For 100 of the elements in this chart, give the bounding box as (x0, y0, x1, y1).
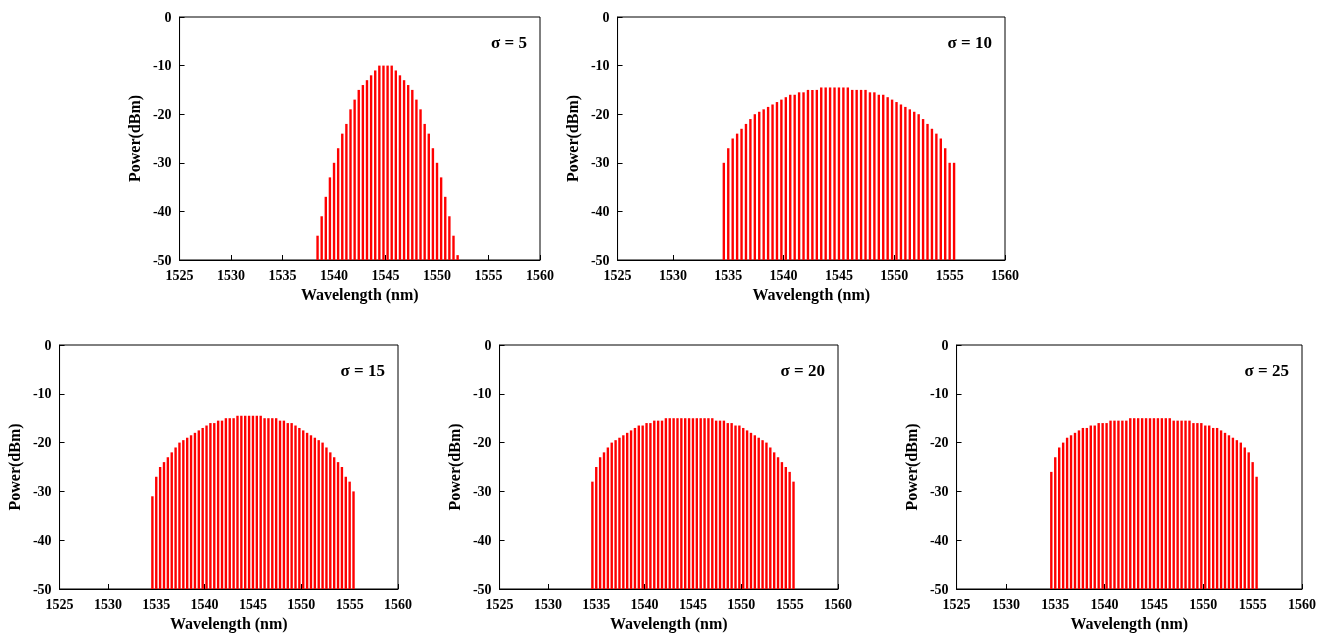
bar (325, 447, 328, 589)
y-tick-label: -30 (590, 155, 610, 171)
bar (793, 94, 796, 260)
x-tick-label: 1555 (775, 596, 804, 612)
bar (298, 427, 301, 589)
bar (749, 119, 752, 260)
x-tick-label: 1545 (371, 267, 400, 283)
x-axis-title: Wavelength (nm) (752, 286, 871, 305)
bar (734, 425, 737, 589)
text: σ = 5 (491, 33, 527, 52)
y-tick-label: -30 (152, 155, 172, 171)
bar (622, 435, 625, 589)
bar (174, 447, 177, 589)
y-tick-label: -30 (32, 483, 52, 499)
x-tick-label: 1550 (287, 596, 316, 612)
text: σ = 25 (1244, 361, 1289, 380)
y-tick-label: -10 (152, 58, 172, 74)
bar (382, 65, 385, 260)
bar (824, 87, 827, 260)
bar (1117, 420, 1120, 589)
y-tick-label: 0 (44, 337, 52, 353)
x-tick-label: 1560 (384, 596, 412, 612)
bar (618, 437, 621, 589)
bar (1180, 420, 1183, 589)
bar (680, 418, 683, 589)
bar (178, 442, 181, 589)
x-axis-title: Wavelength (nm) (609, 615, 728, 634)
y-tick-label: -20 (32, 435, 52, 451)
text: σ = 15 (340, 361, 385, 380)
bar (201, 427, 204, 589)
bar (855, 89, 858, 260)
y-axis-title: Power(dBm) (5, 423, 24, 511)
x-tick-label: 1550 (880, 267, 909, 283)
bar (707, 418, 710, 589)
bar (895, 102, 898, 260)
y-tick-label: 0 (484, 337, 492, 353)
y-tick-label: -20 (152, 106, 172, 122)
bar (1192, 423, 1195, 589)
bar (386, 65, 389, 260)
bar (761, 440, 764, 589)
x-axis-title: Wavelength (nm) (169, 615, 288, 634)
y-tick-label: -40 (32, 532, 52, 548)
x-tick-label: 1560 (526, 267, 554, 283)
x-tick-label: 1545 (824, 267, 853, 283)
x-tick-label: 1540 (320, 267, 349, 283)
x-tick-label: 1555 (935, 267, 964, 283)
bar (209, 423, 212, 589)
x-tick-label: 1555 (335, 596, 364, 612)
bar (182, 440, 185, 589)
x-tick-label: 1535 (268, 267, 297, 283)
x-tick-label: 1560 (824, 596, 852, 612)
bar (1125, 420, 1128, 589)
bar (353, 99, 356, 260)
x-tick-label: 1525 (942, 596, 971, 612)
x-tick-label: 1540 (1090, 596, 1119, 612)
bar (917, 114, 920, 260)
bar (348, 481, 351, 589)
bar (1188, 420, 1191, 589)
bar (205, 425, 208, 589)
y-tick-label: -40 (472, 532, 492, 548)
x-axis-title: Wavelength (nm) (300, 286, 419, 305)
bar (771, 104, 774, 260)
x-tick-label: 1525 (45, 596, 74, 612)
x-tick-label: 1525 (603, 267, 632, 283)
bar (1200, 423, 1203, 589)
x-tick-label: 1540 (630, 596, 659, 612)
bar (645, 423, 648, 589)
bar (290, 423, 293, 589)
y-tick-label: -40 (929, 532, 949, 548)
bar (1176, 420, 1179, 589)
bar (267, 418, 270, 589)
bar (378, 65, 381, 260)
x-tick-label: 1550 (1189, 596, 1218, 612)
y-tick-label: -10 (32, 386, 52, 402)
y-tick-label: -20 (590, 106, 610, 122)
bar (731, 138, 734, 260)
x-tick-label: 1555 (474, 267, 503, 283)
bar (236, 415, 239, 589)
bar (935, 133, 938, 260)
y-tick-label: -50 (929, 581, 949, 597)
bar (448, 216, 451, 260)
bar (1097, 423, 1100, 589)
bar (1113, 420, 1116, 589)
y-tick-label: -50 (152, 252, 172, 268)
bar (738, 425, 741, 589)
y-tick-label: 0 (602, 9, 610, 25)
x-tick-label: 1530 (991, 596, 1020, 612)
bar (1105, 423, 1108, 589)
y-tick-label: -30 (929, 483, 949, 499)
bar (1196, 423, 1199, 589)
x-tick-label: 1535 (1041, 596, 1070, 612)
x-tick-label: 1525 (165, 267, 194, 283)
bar (1101, 423, 1104, 589)
y-axis-title: Power(dBm) (445, 423, 464, 511)
bar (320, 216, 323, 260)
bar (1109, 420, 1112, 589)
x-tick-label: 1550 (423, 267, 452, 283)
x-tick-label: 1525 (485, 596, 514, 612)
y-tick-label: -10 (590, 58, 610, 74)
y-tick-label: -30 (472, 483, 492, 499)
